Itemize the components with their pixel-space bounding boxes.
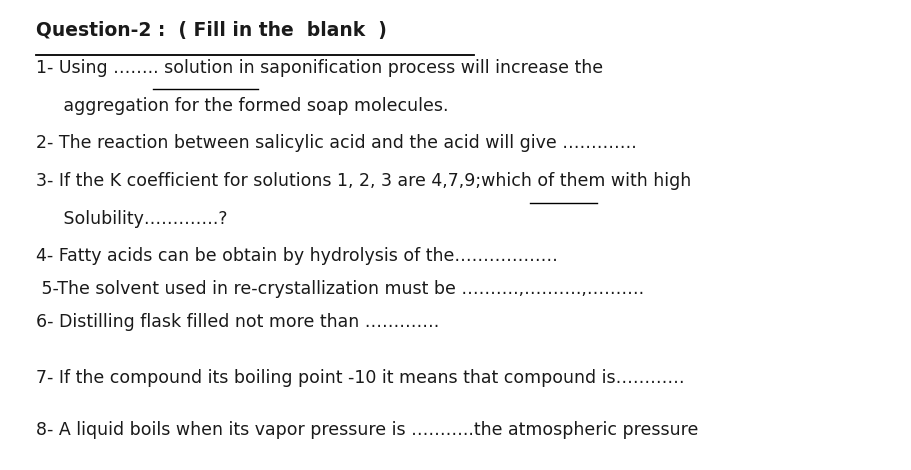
Text: aggregation for the formed soap molecules.: aggregation for the formed soap molecule… bbox=[36, 97, 449, 115]
Text: 8- A liquid boils when its vapor pressure is ………..the atmospheric pressure: 8- A liquid boils when its vapor pressur… bbox=[36, 421, 699, 439]
Text: 7- If the compound its boiling point -10 it means that compound is…………: 7- If the compound its boiling point -10… bbox=[36, 369, 685, 387]
Text: Question-2 :  ( Fill in the  blank  ): Question-2 : ( Fill in the blank ) bbox=[36, 21, 387, 40]
Text: 6- Distilling flask filled not more than ………….: 6- Distilling flask filled not more than… bbox=[36, 313, 440, 331]
Text: Solubility………….?: Solubility………….? bbox=[36, 210, 228, 227]
Text: 4- Fatty acids can be obtain by hydrolysis of the………………: 4- Fatty acids can be obtain by hydrolys… bbox=[36, 247, 558, 265]
Text: 5-The solvent used in re-crystallization must be ……….,……….,……….: 5-The solvent used in re-crystallization… bbox=[36, 280, 645, 298]
Text: 3- If the K coefficient for solutions 1, 2, 3 are 4,7,9;which of them with high: 3- If the K coefficient for solutions 1,… bbox=[36, 172, 691, 190]
Text: 2- The reaction between salicylic acid and the acid will give ………….: 2- The reaction between salicylic acid a… bbox=[36, 134, 637, 152]
Text: 1- Using …….. solution in saponification process will increase the: 1- Using …….. solution in saponification… bbox=[36, 59, 604, 77]
